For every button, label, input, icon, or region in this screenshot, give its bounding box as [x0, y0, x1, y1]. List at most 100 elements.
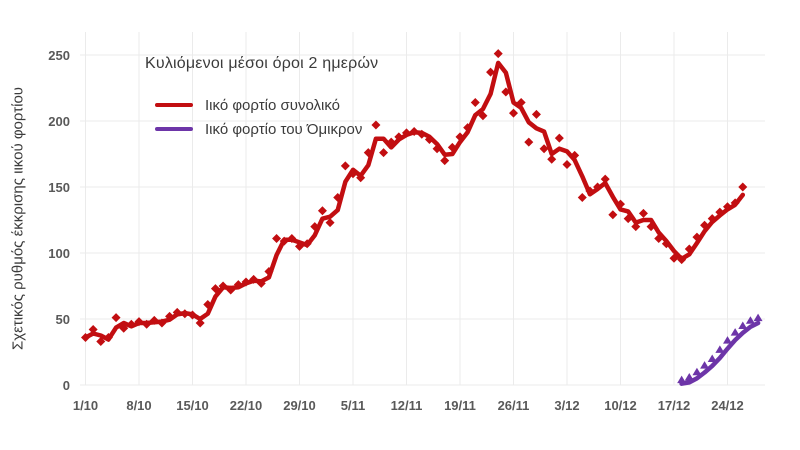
y-tick-label: 150 — [48, 180, 70, 195]
total-series-point — [142, 319, 152, 329]
total-series-point — [684, 244, 694, 254]
total-series-point — [470, 98, 480, 108]
total-series-point — [310, 222, 320, 232]
omicron-series-swatch — [155, 127, 193, 131]
total-series-point — [677, 255, 687, 265]
total-series-point — [661, 239, 671, 249]
total-series-point — [440, 156, 450, 166]
omicron-series-point — [738, 321, 748, 330]
omicron-series-point — [715, 345, 725, 353]
total-series-point — [172, 307, 182, 317]
x-tick-label: 26/11 — [498, 398, 530, 413]
total-series-point — [646, 222, 656, 232]
total-series-point — [638, 208, 648, 218]
total-series-point — [463, 123, 473, 133]
total-series-point — [524, 137, 534, 147]
total-series-point — [233, 280, 243, 290]
total-series-point — [616, 199, 625, 209]
total-series-point — [325, 218, 335, 228]
total-series-swatch — [155, 103, 193, 107]
total-series-point — [623, 214, 633, 224]
total-series-point — [577, 193, 587, 203]
total-series-point — [203, 299, 213, 309]
x-tick-label: 17/12 — [658, 398, 691, 413]
total-series-point — [279, 236, 289, 246]
total-series-point — [249, 274, 259, 284]
total-series-point — [195, 318, 205, 328]
x-tick-label: 10/12 — [604, 398, 637, 413]
total-series-point — [371, 120, 381, 130]
total-series-point — [715, 207, 725, 217]
x-tick-label: 1/10 — [73, 398, 98, 413]
total-series-point — [493, 49, 503, 59]
total-series-point — [96, 336, 106, 346]
total-series-point — [562, 160, 572, 170]
total-series-point — [264, 266, 274, 276]
legend-item-total: Ιικό φορτίο συνολικό — [155, 93, 362, 117]
omicron-series-point — [677, 375, 687, 384]
total-series-point — [631, 222, 641, 232]
total-series-point — [723, 202, 732, 212]
total-series-point — [295, 241, 304, 251]
total-series-point — [447, 142, 457, 152]
y-tick-label: 250 — [48, 48, 70, 63]
x-tick-label: 29/10 — [283, 398, 316, 413]
total-series-point — [409, 127, 419, 137]
omicron-series-point — [692, 367, 702, 376]
total-series-point — [210, 284, 220, 294]
x-tick-label: 5/11 — [341, 398, 366, 413]
x-tick-label: 22/10 — [230, 398, 263, 413]
total-series-point — [509, 108, 518, 118]
x-tick-label: 12/11 — [391, 398, 423, 413]
total-series-point — [539, 144, 549, 154]
total-series-point — [478, 111, 488, 121]
omicron-series-point — [707, 354, 717, 363]
total-series-point — [402, 128, 411, 138]
total-series-point — [126, 319, 136, 329]
total-series-point — [654, 233, 664, 243]
y-tick-label: 50 — [56, 312, 70, 327]
total-series-point — [356, 173, 366, 183]
total-series-point — [218, 281, 228, 291]
x-tick-label: 19/11 — [444, 398, 476, 413]
omicron-series-point — [700, 361, 710, 369]
x-tick-label: 3/12 — [554, 398, 579, 413]
total-series-point — [738, 182, 748, 192]
total-series-point — [333, 193, 343, 203]
total-series-point — [394, 132, 404, 142]
total-series-point — [707, 214, 717, 224]
y-tick-label: 100 — [48, 246, 70, 261]
y-tick-label: 0 — [63, 378, 70, 393]
total-series-point — [501, 87, 511, 97]
total-series-point — [340, 161, 350, 171]
y-tick-label: 200 — [48, 114, 70, 129]
x-tick-label: 15/10 — [176, 398, 209, 413]
total-series-point — [241, 277, 251, 287]
total-series-point — [272, 233, 282, 243]
total-series-point — [103, 332, 113, 342]
total-series-point — [302, 239, 312, 249]
legend-label-omicron: Ιικό φορτίο του Όμικρον — [205, 120, 363, 138]
total-series-point — [417, 129, 427, 139]
x-tick-label: 8/10 — [126, 398, 151, 413]
total-series-point — [379, 148, 389, 158]
total-series-point — [256, 278, 266, 288]
total-series-point — [134, 317, 144, 327]
total-series-point — [531, 109, 541, 119]
omicron-series-point — [753, 313, 763, 322]
total-series-point — [554, 133, 564, 143]
total-series-point — [432, 144, 442, 154]
omicron-series-point — [723, 336, 732, 344]
total-series-point — [486, 67, 496, 77]
total-series-point — [157, 318, 167, 328]
y-axis-title: Σχετικός ρυθμός έκκρισης ιικού φορτίου — [9, 86, 27, 351]
total-series-point — [81, 332, 90, 342]
legend-label-total: Ιικό φορτίο συνολικό — [205, 96, 340, 114]
x-tick-label: 24/12 — [711, 398, 744, 413]
total-series-point — [600, 174, 610, 184]
total-series-point — [424, 134, 434, 144]
total-series-point — [119, 323, 129, 333]
chart-title: Κυλιόμενοι μέσοι όροι 2 ημερών — [145, 55, 379, 72]
omicron-series-line — [679, 320, 761, 386]
